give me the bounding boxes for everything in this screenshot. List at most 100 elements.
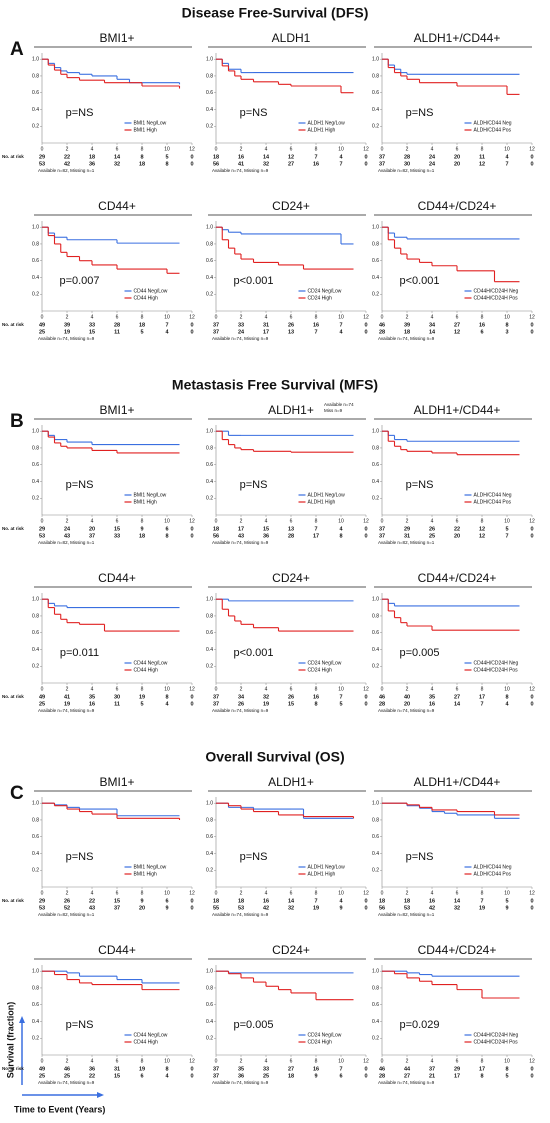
y-tick-label: 1.0 bbox=[372, 969, 379, 975]
at-risk-count: 13 bbox=[288, 526, 294, 532]
legend-label: BMI1 High bbox=[134, 127, 158, 133]
at-risk-count: 19 bbox=[313, 905, 319, 911]
x-arrow-head bbox=[97, 1092, 104, 1098]
p-value: p=NS bbox=[406, 107, 434, 119]
x-tick-label: 4 bbox=[91, 890, 94, 896]
at-risk-count: 0 bbox=[530, 905, 533, 911]
at-risk-count: 37 bbox=[213, 322, 219, 328]
y-tick-label: 0.6 bbox=[372, 90, 379, 96]
legend-label: CD44H/CD24H Pos bbox=[474, 667, 519, 673]
y-tick-label: 0.8 bbox=[206, 985, 213, 991]
y-tick-label: 0.2 bbox=[32, 664, 39, 670]
at-risk-count: 46 bbox=[64, 1066, 70, 1072]
at-risk-count: 49 bbox=[39, 322, 45, 328]
legend-label: ALDH/CD44 Pos bbox=[474, 499, 512, 505]
legend-label: CD44H/CD24H Neg bbox=[474, 1032, 519, 1038]
at-risk-count: 40 bbox=[404, 694, 410, 700]
annotation: Miss n=9 bbox=[324, 408, 343, 413]
y-tick-label: 0.4 bbox=[32, 647, 39, 653]
at-risk-count: 0 bbox=[190, 1073, 193, 1079]
at-risk-count: 0 bbox=[190, 905, 193, 911]
x-tick-label: 2 bbox=[406, 1058, 409, 1064]
y-tick-label: 0.6 bbox=[32, 258, 39, 264]
y-tick-label: 0.2 bbox=[372, 292, 379, 298]
y-tick-label: 0.8 bbox=[32, 985, 39, 991]
x-tick-label: 10 bbox=[504, 314, 510, 320]
at-risk-count: 43 bbox=[64, 533, 70, 539]
availability-note: Available n=74, Missing n=9 bbox=[212, 912, 269, 917]
x-tick-label: 8 bbox=[481, 146, 484, 152]
x-tick-label: 0 bbox=[381, 686, 384, 692]
at-risk-count: 0 bbox=[190, 526, 193, 532]
x-tick-label: 6 bbox=[116, 890, 119, 896]
at-risk-count: 16 bbox=[429, 898, 435, 904]
y-tick-label: 0.8 bbox=[372, 985, 379, 991]
legend-label: BMI1 Neg/Low bbox=[134, 864, 167, 870]
y-tick-label: 0.2 bbox=[206, 124, 213, 130]
at-risk-count: 33 bbox=[263, 1066, 269, 1072]
legend-label: ALDH1 Neg/Low bbox=[308, 492, 346, 498]
at-risk-count: 5 bbox=[505, 898, 508, 904]
at-risk-count: 37 bbox=[213, 329, 219, 335]
panel-title: ALDH1+/CD44+ bbox=[414, 31, 501, 45]
at-risk-count: 22 bbox=[454, 526, 460, 532]
y-tick-label: 0.2 bbox=[372, 868, 379, 874]
availability-note: Available n=74, Missing n=9 bbox=[38, 1080, 95, 1085]
at-risk-count: 37 bbox=[89, 533, 95, 539]
at-risk-count: 34 bbox=[238, 694, 245, 700]
at-risk-count: 19 bbox=[64, 329, 70, 335]
availability-note: Available n=74, Missing n=9 bbox=[378, 336, 435, 341]
at-risk-count: 36 bbox=[238, 1073, 244, 1079]
at-risk-count: 18 bbox=[213, 526, 219, 532]
at-risk-count: 8 bbox=[339, 533, 342, 539]
at-risk-count: 34 bbox=[429, 322, 436, 328]
x-tick-label: 4 bbox=[91, 146, 94, 152]
at-risk-count: 16 bbox=[479, 322, 485, 328]
legend-label: CD24 High bbox=[308, 1039, 333, 1045]
x-tick-label: 8 bbox=[141, 314, 144, 320]
at-risk-count: 30 bbox=[404, 161, 410, 167]
at-risk-count: 18 bbox=[404, 898, 410, 904]
at-risk-count: 15 bbox=[288, 701, 294, 707]
p-value: p=0.005 bbox=[233, 1019, 273, 1031]
at-risk-count: 35 bbox=[89, 694, 95, 700]
at-risk-label: No. at risk bbox=[2, 322, 24, 327]
at-risk-count: 36 bbox=[89, 1066, 95, 1072]
at-risk-count: 19 bbox=[64, 701, 70, 707]
at-risk-count: 0 bbox=[190, 533, 193, 539]
at-risk-count: 46 bbox=[379, 694, 385, 700]
at-risk-count: 16 bbox=[313, 322, 319, 328]
x-tick-label: 8 bbox=[315, 686, 318, 692]
at-risk-count: 14 bbox=[263, 154, 270, 160]
at-risk-count: 37 bbox=[213, 701, 219, 707]
at-risk-count: 24 bbox=[429, 161, 436, 167]
at-risk-count: 9 bbox=[339, 905, 342, 911]
legend-label: CD44H/CD24H Neg bbox=[474, 660, 519, 666]
at-risk-count: 32 bbox=[114, 161, 120, 167]
at-risk-count: 15 bbox=[114, 898, 120, 904]
at-risk-count: 0 bbox=[364, 1066, 367, 1072]
x-tick-label: 0 bbox=[41, 314, 44, 320]
at-risk-count: 16 bbox=[89, 701, 95, 707]
x-tick-label: 12 bbox=[529, 314, 535, 320]
at-risk-count: 4 bbox=[339, 898, 343, 904]
at-risk-count: 20 bbox=[139, 905, 145, 911]
at-risk-count: 25 bbox=[39, 701, 45, 707]
panel-title: BMI1+ bbox=[99, 775, 134, 789]
x-tick-label: 6 bbox=[116, 314, 119, 320]
at-risk-count: 37 bbox=[379, 526, 385, 532]
x-tick-label: 0 bbox=[215, 686, 218, 692]
y-tick-label: 0.4 bbox=[32, 275, 39, 281]
at-risk-count: 7 bbox=[165, 322, 168, 328]
y-tick-label: 0.2 bbox=[32, 496, 39, 502]
at-risk-count: 33 bbox=[238, 322, 244, 328]
at-risk-count: 6 bbox=[480, 329, 483, 335]
at-risk-count: 56 bbox=[213, 161, 219, 167]
at-risk-count: 0 bbox=[530, 694, 533, 700]
y-tick-label: 0.4 bbox=[206, 107, 213, 113]
at-risk-count: 7 bbox=[339, 694, 342, 700]
x-tick-label: 8 bbox=[481, 314, 484, 320]
x-tick-label: 2 bbox=[66, 1058, 69, 1064]
p-value: p=NS bbox=[406, 851, 434, 863]
y-tick-label: 0.4 bbox=[372, 275, 379, 281]
